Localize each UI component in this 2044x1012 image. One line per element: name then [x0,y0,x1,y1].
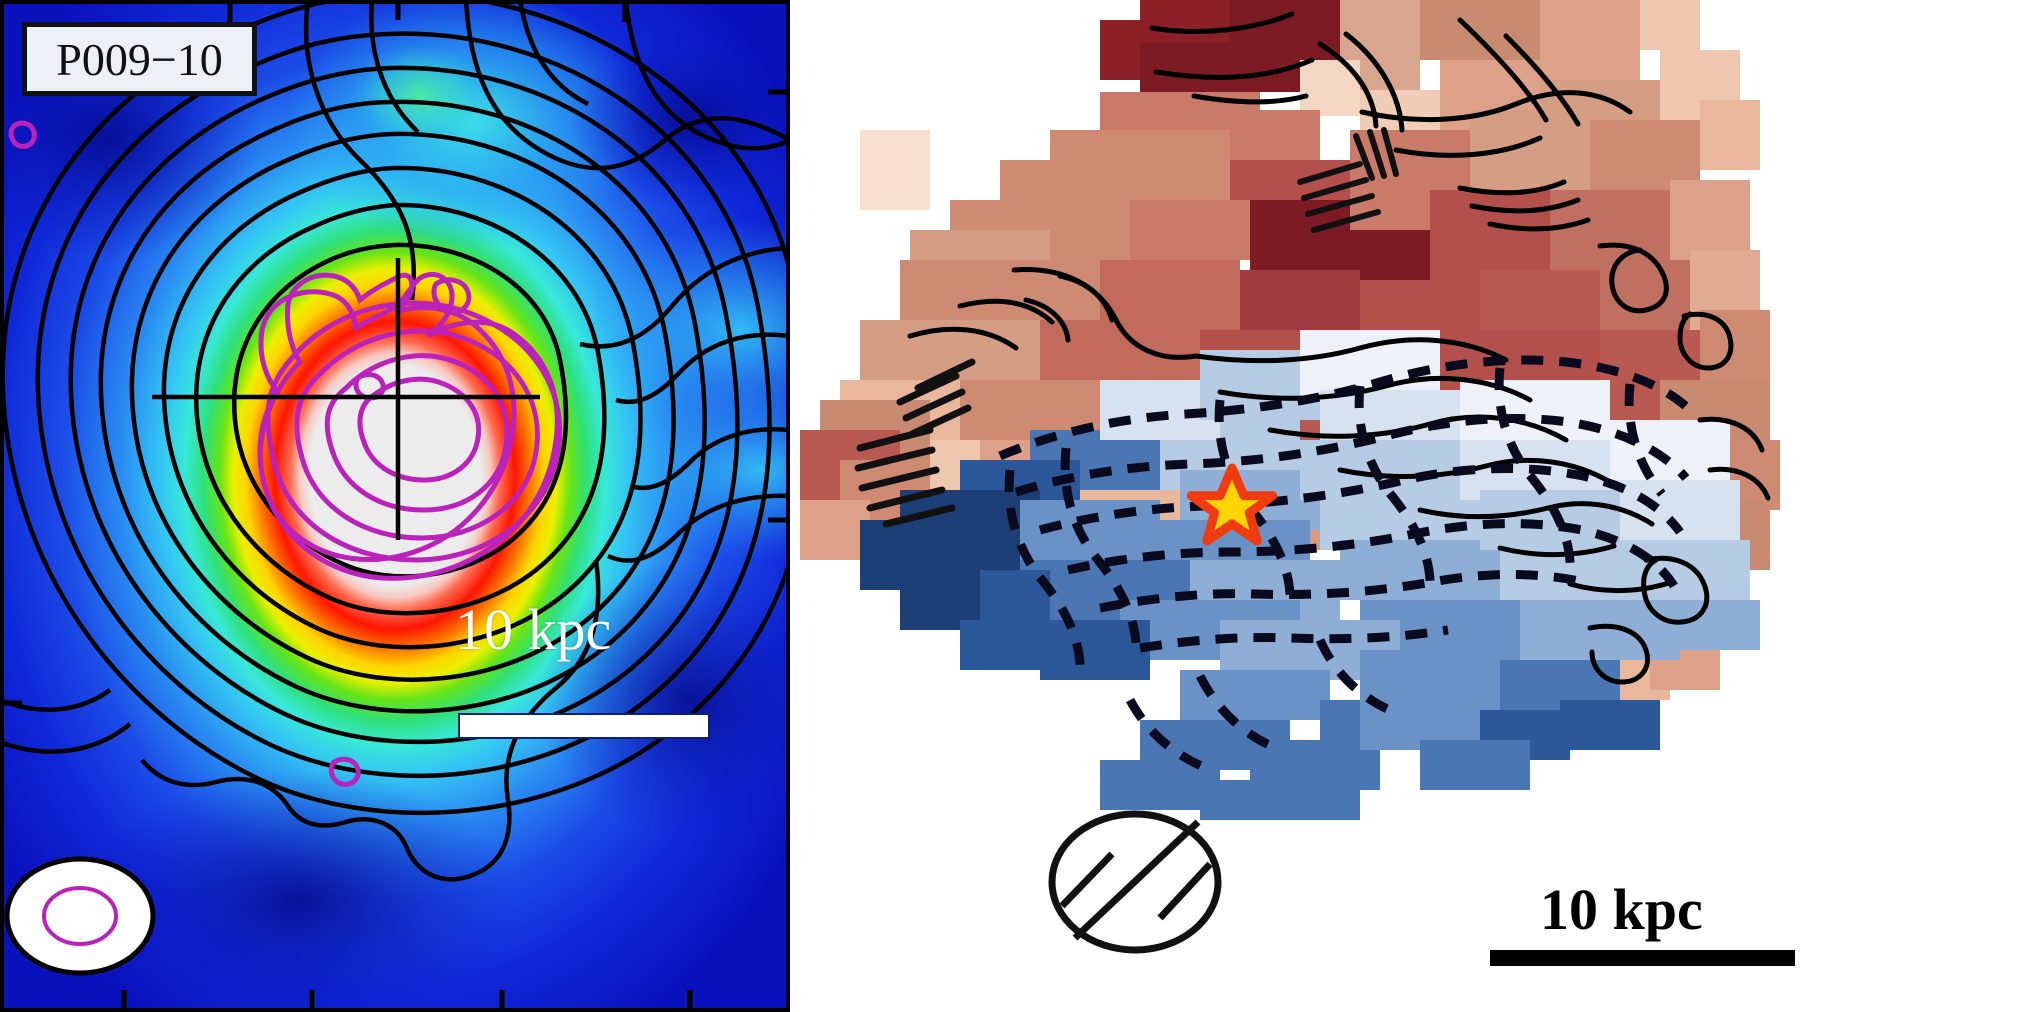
ne-contour-bundle [1297,127,1399,233]
beam-ellipse [4,856,156,976]
magenta-contours [8,120,563,787]
right-panel-velocity-field [800,0,2044,1012]
intensity-map-svg [0,0,790,1012]
nucleus-star-marker [1186,463,1278,546]
western-knot-contours [854,358,976,528]
solid-velocity-contours [907,11,1771,685]
right-scalebar [1490,950,1795,966]
left-panel-frame [0,0,790,1012]
beam-ellipse [1048,810,1222,954]
velocity-pixel-map [800,0,2044,1012]
source-label: P009−10 [22,22,257,96]
right-scalebar-label: 10 kpc [1540,877,1703,942]
velocity-field-svg [800,0,2044,1012]
left-scalebar [458,713,710,739]
outer-contours [0,0,790,882]
left-panel-intensity-map: P009−10 [0,0,790,1012]
nucleus-crosshair [152,258,540,540]
left-scalebar-label: 10 kpc [455,597,612,662]
